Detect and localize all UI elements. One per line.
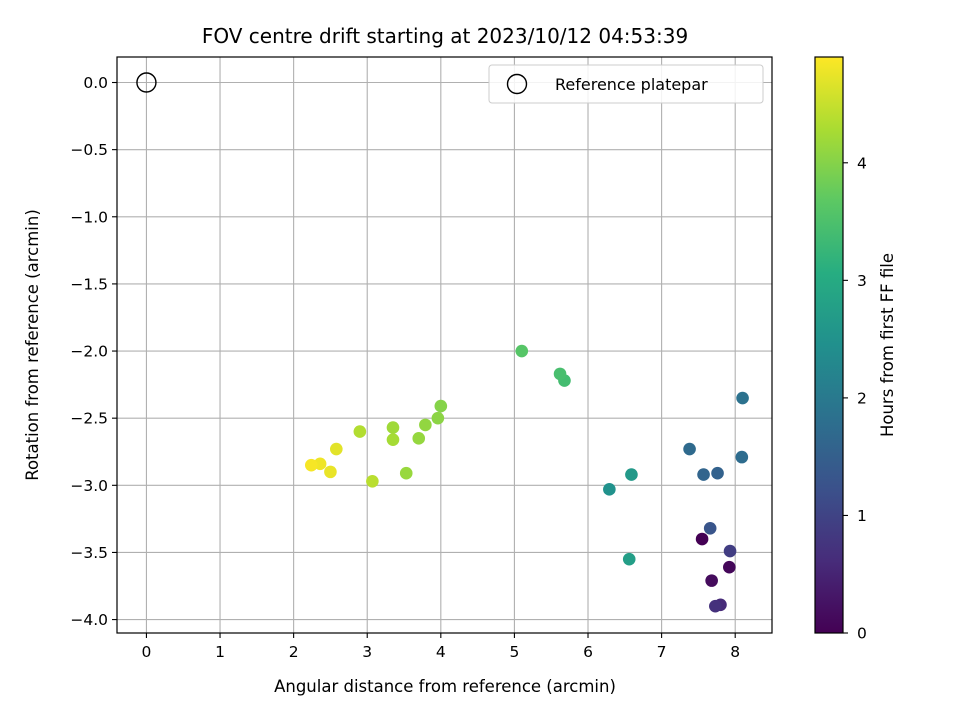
y-tick-label: −1.0: [70, 208, 108, 226]
data-point: [723, 544, 737, 558]
data-point: [709, 599, 722, 613]
y-tick-label: −2.5: [70, 410, 108, 428]
data-point: [386, 421, 400, 434]
data-point: [723, 560, 736, 574]
legend-box: [488, 64, 764, 104]
data-point: [683, 442, 696, 456]
colorbar-ticks: 0 1 2 3 4: [843, 154, 867, 643]
x-tick-label: 4: [436, 643, 446, 661]
data-point: [625, 468, 638, 481]
data-point: [330, 442, 343, 456]
colorbar-tick-label: 1: [857, 507, 867, 525]
data-point: [412, 432, 426, 445]
legend: Reference platepar: [488, 64, 764, 104]
data-point: [434, 399, 448, 413]
colorbar-gradient: [814, 56, 844, 634]
data-point: [703, 521, 717, 535]
x-tick-label: 6: [583, 643, 593, 661]
data-point: [711, 466, 724, 480]
colorbar-tick-label: 2: [857, 389, 867, 407]
colorbar-tick-label: 3: [857, 272, 867, 290]
colorbar-tick-label: 0: [857, 625, 867, 643]
x-tick-label: 2: [289, 643, 299, 661]
data-point: [431, 411, 445, 425]
data-point: [386, 433, 400, 446]
data-points: [304, 344, 749, 613]
data-point: [736, 391, 749, 405]
data-point: [735, 450, 749, 464]
y-axis-ticks: 0.0 −0.5 −1.0 −1.5 −2.0 −2.5 −3.0 −3.5 −4.0: [70, 74, 117, 629]
data-point: [697, 468, 710, 481]
colorbar: 0 1 2 3 4 Hours from first FF file: [814, 56, 897, 643]
x-tick-label: 5: [509, 643, 519, 661]
data-point: [622, 552, 636, 566]
x-tick-label: 0: [142, 643, 152, 661]
x-axis-label: Angular distance from reference (arcmin): [274, 677, 616, 696]
data-point: [366, 474, 379, 488]
data-point: [353, 425, 367, 438]
data-point: [399, 466, 413, 480]
colorbar-label: Hours from first FF file: [878, 253, 897, 437]
y-tick-label: −3.5: [70, 544, 108, 562]
x-tick-label: 3: [362, 643, 372, 661]
reference-platepar-marker: [136, 72, 157, 93]
y-tick-label: −2.0: [70, 343, 108, 361]
data-point: [553, 367, 567, 381]
data-point: [603, 483, 616, 496]
x-tick-label: 7: [657, 643, 667, 661]
y-axis-label: Rotation from reference (arcmin): [23, 209, 42, 481]
plot-frame: [116, 56, 773, 634]
x-axis-ticks: 0 1 2 3 4 5 6 7 8: [142, 633, 740, 661]
y-tick-label: −0.5: [70, 141, 108, 159]
y-tick-label: −3.0: [70, 477, 108, 495]
y-tick-label: −4.0: [70, 611, 108, 629]
data-point: [419, 418, 432, 432]
data-point: [515, 344, 529, 358]
legend-label: Reference platepar: [555, 75, 708, 94]
data-point: [324, 465, 337, 479]
x-tick-label: 1: [215, 643, 225, 661]
data-point: [695, 532, 709, 546]
y-tick-label: 0.0: [83, 74, 108, 92]
colorbar-tick-label: 4: [857, 154, 867, 172]
data-point: [705, 574, 718, 587]
legend-marker: [506, 73, 528, 95]
y-tick-label: −1.5: [70, 275, 108, 293]
x-tick-label: 8: [730, 643, 740, 661]
data-point: [304, 458, 318, 472]
chart-title: FOV centre drift starting at 2023/10/12 …: [202, 24, 688, 48]
